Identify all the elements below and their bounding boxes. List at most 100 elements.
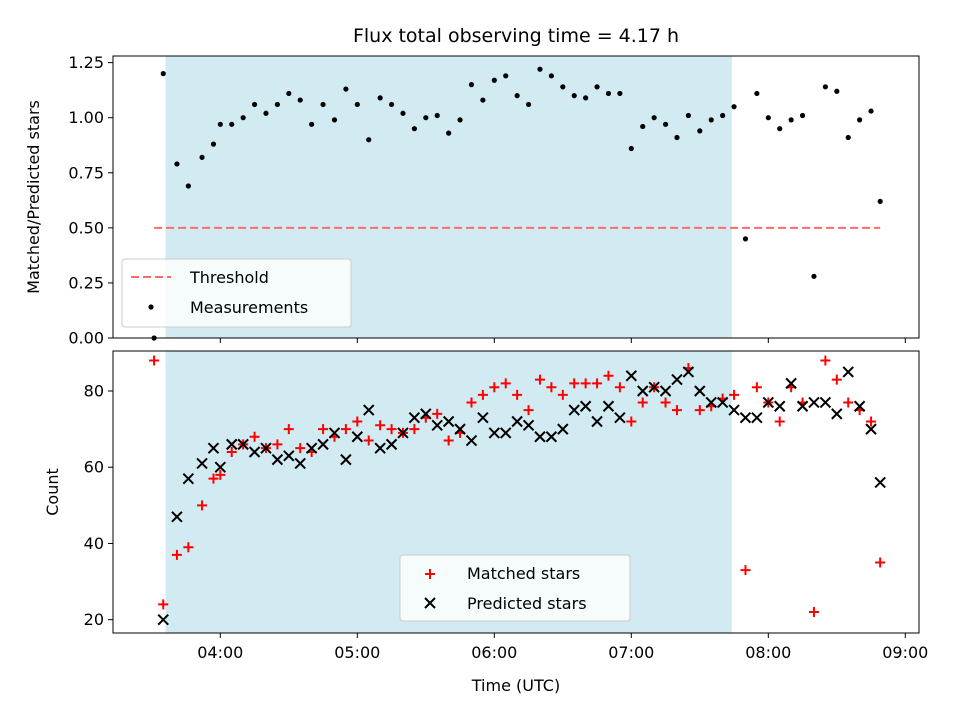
top-plot-frame bbox=[112, 55, 920, 339]
measurement-point bbox=[674, 134, 680, 141]
measurement-point bbox=[185, 183, 191, 189]
predicted-star-point bbox=[431, 419, 443, 432]
measurement-point bbox=[503, 73, 509, 79]
predicted-star-point bbox=[317, 438, 329, 451]
matched-star-point bbox=[432, 408, 443, 419]
predicted-star-point bbox=[716, 396, 729, 409]
y-tick-label: 60 bbox=[84, 458, 104, 477]
predicted-star-point bbox=[397, 427, 409, 439]
measurement-point bbox=[777, 126, 783, 132]
matched-star-point bbox=[158, 599, 169, 610]
measurement-point bbox=[331, 117, 338, 123]
matched-star-point bbox=[443, 435, 454, 446]
matched-star-point bbox=[283, 424, 294, 435]
predicted-star-point bbox=[579, 400, 592, 412]
predicted-star-point bbox=[340, 453, 352, 466]
y-tick-label: 80 bbox=[84, 382, 104, 401]
legend-matched-label: Matched stars bbox=[467, 564, 580, 583]
predicted-star-point bbox=[294, 457, 306, 470]
matched-star-point bbox=[318, 424, 329, 435]
matched-star-point bbox=[729, 389, 740, 400]
matched-star-point bbox=[272, 439, 283, 450]
matched-star-point bbox=[671, 405, 682, 416]
predicted-star-point bbox=[853, 400, 866, 412]
predicted-star-point bbox=[602, 400, 615, 412]
matched-star-point bbox=[740, 565, 751, 576]
legend-box bbox=[399, 554, 631, 622]
predicted-star-point bbox=[328, 427, 341, 439]
predicted-star-point bbox=[207, 442, 220, 454]
matched-star-point bbox=[557, 389, 568, 400]
measurement-point bbox=[651, 115, 657, 121]
matched-star-point bbox=[477, 389, 488, 400]
matched-star-point bbox=[183, 542, 194, 553]
predicted-star-point bbox=[488, 427, 501, 439]
predicted-star-point bbox=[511, 415, 523, 428]
x-tick-label: 05:00 bbox=[334, 643, 380, 662]
measurement-point bbox=[583, 95, 589, 101]
predicted-star-point bbox=[682, 366, 695, 378]
legend-matched-swatch bbox=[425, 569, 435, 579]
measurement-point bbox=[468, 82, 475, 88]
predicted-star-point bbox=[260, 442, 272, 454]
measurement-point bbox=[868, 108, 874, 114]
measurement-point bbox=[377, 95, 383, 101]
matched-star-point bbox=[614, 382, 625, 393]
matched-star-point bbox=[171, 549, 182, 560]
matched-star-point bbox=[352, 416, 363, 427]
predicted-star-point bbox=[522, 419, 535, 432]
x-axis-label: Time (UTC) bbox=[471, 676, 560, 695]
measurement-point bbox=[320, 101, 326, 108]
measurement-point bbox=[628, 145, 634, 152]
y-tick-label: 1.25 bbox=[68, 53, 104, 72]
measurement-point bbox=[548, 73, 554, 79]
predicted-star-point bbox=[614, 411, 626, 424]
predicted-star-point bbox=[351, 431, 364, 443]
measurement-point bbox=[685, 112, 691, 119]
legend-box bbox=[121, 258, 352, 328]
bottom-plot-frame bbox=[112, 350, 920, 634]
y-tick-label: 40 bbox=[84, 534, 104, 553]
measurement-point bbox=[877, 198, 883, 205]
predicted-star-point bbox=[671, 373, 683, 386]
measurement-point bbox=[297, 97, 303, 103]
predicted-star-point bbox=[385, 438, 398, 451]
legend-threshold-label: Threshold bbox=[189, 268, 269, 287]
x-tick-label: 08:00 bbox=[745, 643, 791, 662]
measurement-point bbox=[811, 273, 817, 279]
measurement-point bbox=[400, 110, 406, 116]
measurement-point bbox=[251, 101, 258, 108]
predicted-star-point bbox=[500, 427, 512, 439]
measurement-point bbox=[640, 123, 646, 130]
matched-star-point bbox=[149, 355, 160, 366]
measurement-point bbox=[210, 141, 217, 147]
measurement-point bbox=[411, 126, 417, 132]
predicted-star-point bbox=[785, 377, 797, 390]
measurement-point bbox=[446, 130, 452, 136]
measurement-point bbox=[286, 90, 292, 97]
measurement-point bbox=[343, 86, 349, 92]
matched-star-point bbox=[866, 416, 877, 427]
predicted-star-point bbox=[374, 442, 386, 454]
measurement-point bbox=[423, 115, 429, 121]
matched-star-point bbox=[660, 397, 671, 408]
matched-star-point bbox=[820, 355, 831, 366]
measurement-point bbox=[537, 66, 543, 72]
predicted-star-point bbox=[831, 408, 843, 420]
measurement-point bbox=[434, 112, 440, 119]
x-tick-label: 06:00 bbox=[471, 643, 517, 662]
bottom-y-axis-label: Count bbox=[43, 468, 62, 516]
measurement-point bbox=[571, 93, 577, 99]
matched-star-point bbox=[363, 435, 374, 446]
predicted-star-point bbox=[739, 411, 752, 424]
measurement-point bbox=[388, 101, 395, 108]
chart-title: Flux total observing time = 4.17 h bbox=[353, 25, 679, 47]
predicted-star-point bbox=[865, 423, 877, 435]
predicted-star-point bbox=[157, 613, 169, 626]
predicted-star-point bbox=[283, 450, 295, 462]
matched-star-point bbox=[375, 420, 386, 431]
measurement-point bbox=[594, 84, 600, 90]
matched-star-point bbox=[208, 473, 219, 484]
predicted-star-point bbox=[248, 446, 261, 458]
